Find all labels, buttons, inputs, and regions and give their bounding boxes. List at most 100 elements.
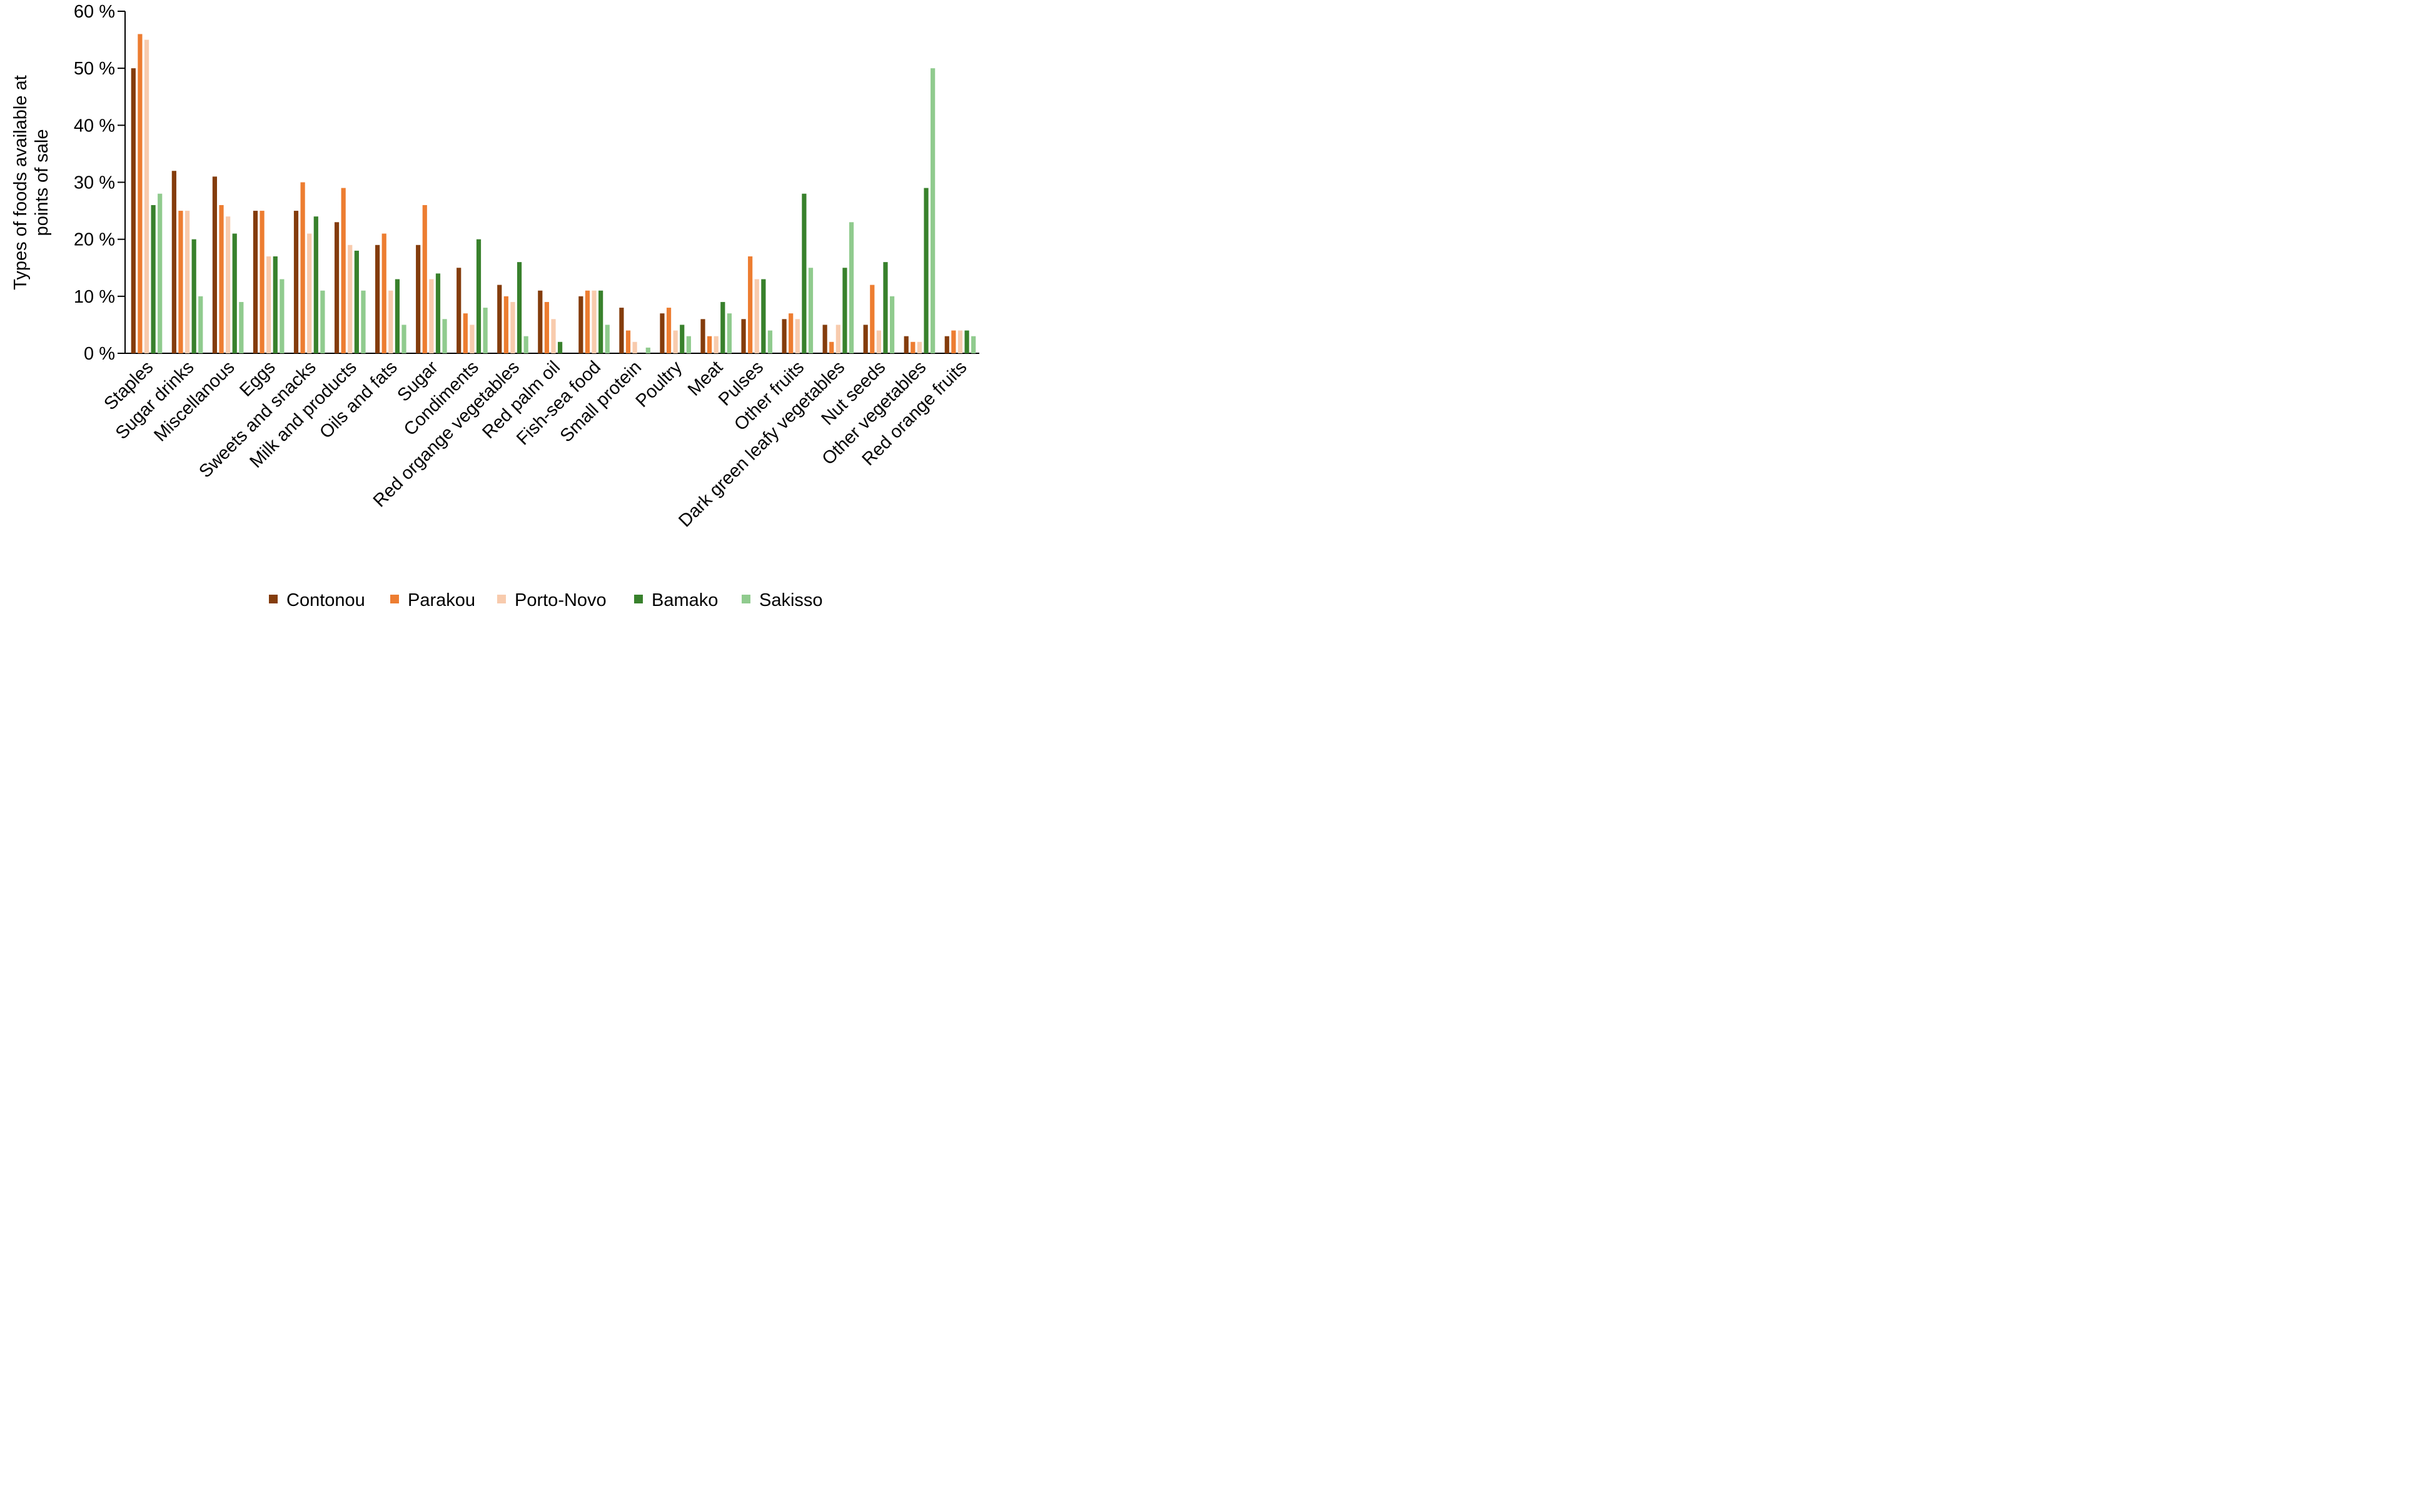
bar-contonou-4 xyxy=(293,211,299,353)
bar-sakisso-13 xyxy=(686,336,691,353)
bar-contonou-14 xyxy=(700,319,705,353)
bar-parakou-11 xyxy=(585,290,590,353)
bar-parakou-16 xyxy=(789,313,794,353)
bar-bamako-20 xyxy=(964,330,969,353)
bar-bamako-3 xyxy=(273,256,278,353)
bars xyxy=(131,34,976,354)
bar-porto-novo-6 xyxy=(388,290,393,353)
bar-porto-novo-16 xyxy=(795,319,800,353)
bar-porto-novo-18 xyxy=(876,330,881,353)
bar-porto-novo-20 xyxy=(957,330,963,353)
bar-sakisso-9 xyxy=(523,336,528,353)
bar-bamako-13 xyxy=(680,325,685,353)
y-tick-label: 30 % xyxy=(74,173,115,193)
bar-bamako-4 xyxy=(313,216,318,353)
bar-parakou-9 xyxy=(503,296,508,353)
bar-sakisso-17 xyxy=(849,222,854,353)
bar-parakou-10 xyxy=(544,301,549,353)
bar-sakisso-11 xyxy=(605,325,610,353)
bar-sakisso-7 xyxy=(442,319,447,353)
bar-bamako-19 xyxy=(924,188,929,353)
bar-bamako-10 xyxy=(558,341,563,353)
bar-porto-novo-10 xyxy=(551,319,556,353)
bar-porto-novo-8 xyxy=(470,325,475,353)
y-tick-label: 50 % xyxy=(74,59,115,79)
bar-sakisso-3 xyxy=(280,279,285,353)
bar-parakou-5 xyxy=(341,188,346,353)
bar-sakisso-5 xyxy=(361,290,366,353)
legend-label: Bamako xyxy=(652,590,718,610)
bar-porto-novo-3 xyxy=(266,256,271,353)
bar-parakou-17 xyxy=(829,341,834,353)
bar-parakou-15 xyxy=(748,256,753,353)
legend-swatch xyxy=(390,595,399,603)
bar-contonou-16 xyxy=(782,319,787,353)
bar-porto-novo-9 xyxy=(510,301,515,353)
bar-bamako-9 xyxy=(517,262,522,353)
bar-parakou-6 xyxy=(381,233,386,353)
bar-porto-novo-7 xyxy=(429,279,434,353)
y-tick-label: 10 % xyxy=(74,287,115,307)
bar-porto-novo-14 xyxy=(714,336,719,353)
bar-contonou-19 xyxy=(904,336,909,353)
bar-parakou-14 xyxy=(707,336,712,353)
bar-bamako-8 xyxy=(476,239,482,353)
bar-sakisso-18 xyxy=(889,296,895,353)
bar-contonou-15 xyxy=(741,319,746,353)
bar-bamako-2 xyxy=(232,233,237,353)
bar-contonou-2 xyxy=(212,176,218,353)
bar-parakou-19 xyxy=(911,341,916,353)
bar-contonou-8 xyxy=(457,268,462,353)
legend-swatch xyxy=(634,595,643,603)
bar-bamako-11 xyxy=(598,290,603,353)
y-axis-title-line: points of sale xyxy=(32,129,52,236)
bar-sakisso-12 xyxy=(645,347,650,353)
bar-parakou-13 xyxy=(666,308,672,353)
bar-contonou-7 xyxy=(416,244,421,353)
y-tick-label: 40 % xyxy=(74,116,115,136)
bar-bamako-15 xyxy=(761,279,766,353)
bar-sakisso-8 xyxy=(483,308,488,353)
bar-contonou-11 xyxy=(578,296,583,353)
bar-bamako-7 xyxy=(435,273,441,353)
bar-bamako-14 xyxy=(720,301,725,353)
bar-porto-novo-12 xyxy=(632,341,637,353)
y-axis-title: Types of foods available atpoints of sal… xyxy=(11,75,52,290)
legend-swatch xyxy=(742,595,750,603)
bar-parakou-7 xyxy=(422,204,427,353)
bar-contonou-9 xyxy=(497,285,502,353)
bar-bamako-16 xyxy=(802,193,807,353)
legend-label: Porto-Novo xyxy=(515,590,607,610)
bar-bamako-0 xyxy=(151,204,156,353)
bar-contonou-6 xyxy=(375,244,380,353)
bar-sakisso-16 xyxy=(808,268,814,353)
bar-porto-novo-17 xyxy=(835,325,840,353)
category-label: Poultry xyxy=(632,357,687,411)
bar-bamako-17 xyxy=(842,268,847,353)
bar-porto-novo-0 xyxy=(144,39,149,353)
bar-bamako-1 xyxy=(191,239,196,353)
bar-bamako-6 xyxy=(395,279,400,353)
legend-label: Sakisso xyxy=(759,590,823,610)
bar-porto-novo-15 xyxy=(754,279,759,353)
legend-label: Contonou xyxy=(286,590,365,610)
bar-sakisso-15 xyxy=(767,330,773,353)
bar-contonou-17 xyxy=(822,325,827,353)
bar-parakou-4 xyxy=(300,182,305,353)
bar-contonou-13 xyxy=(660,313,665,353)
legend: Contonou Parakou Porto-Novo Bamako Sakisso xyxy=(269,590,823,610)
bar-bamako-5 xyxy=(354,250,359,353)
bar-parakou-20 xyxy=(951,330,956,353)
bar-parakou-3 xyxy=(260,211,265,353)
y-axis-title-line: Types of foods available at xyxy=(11,75,31,290)
bar-sakisso-2 xyxy=(239,301,244,353)
bar-parakou-8 xyxy=(463,313,468,353)
bar-sakisso-20 xyxy=(971,336,976,353)
bar-porto-novo-4 xyxy=(307,233,312,353)
bar-parakou-1 xyxy=(178,211,183,353)
bar-sakisso-6 xyxy=(401,325,406,353)
bar-sakisso-4 xyxy=(320,290,325,353)
bar-porto-novo-13 xyxy=(673,330,678,353)
y-axis-title-text: Types of foods available atpoints of sal… xyxy=(11,75,52,290)
